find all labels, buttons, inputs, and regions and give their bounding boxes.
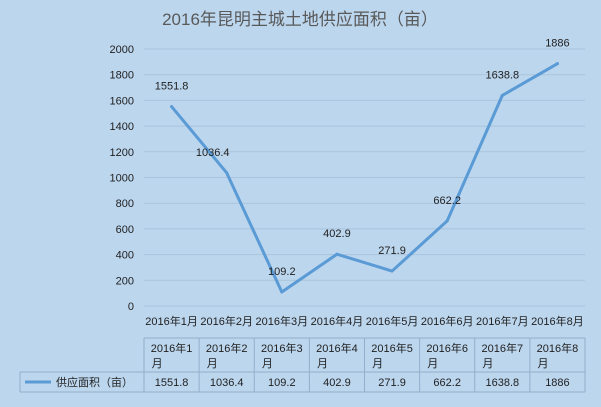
data-label: 662.2 [433,195,461,207]
table-value-cell: 109.2 [268,377,296,389]
data-label: 1638.8 [485,69,519,81]
table-header-cell: 2016年5 [371,341,413,355]
table-value-cell: 271.9 [378,377,406,389]
chart-title: 2016年昆明主城土地供应面积（亩） [162,10,438,29]
table-value-cell: 662.2 [433,377,461,389]
data-label: 402.9 [323,228,351,240]
x-tick-label: 2016年3月 [256,314,309,328]
y-tick-label: 1400 [110,121,134,133]
data-point [170,105,174,109]
y-tick-label: 0 [128,301,134,313]
table-header-cell: 2016年1 [151,341,193,355]
gridlines [144,48,585,307]
x-tick-label: 2016年7月 [476,314,529,328]
y-tick-label: 2000 [110,44,134,56]
data-point [335,252,339,256]
table-header-cell-suffix: 月 [207,358,218,370]
x-tick-label: 2016年5月 [366,314,419,328]
table-header-cell: 2016年6 [426,341,468,355]
data-point [225,171,229,175]
table-header-cell: 2016年2 [206,341,248,355]
y-tick-label: 600 [116,224,134,236]
table-header-cell-suffix: 月 [317,358,328,370]
y-tick-label: 1200 [110,147,134,159]
y-tick-label: 200 [116,275,134,287]
table-header-cell-suffix: 月 [537,358,548,370]
table-value-cell: 1638.8 [485,377,519,389]
data-point [555,62,559,66]
data-label: 1036.4 [196,147,230,159]
series-line [170,62,559,294]
data-label: 109.2 [268,266,296,278]
table-header-cell-suffix: 月 [372,358,383,370]
data-point [390,269,394,273]
x-tick-label: 2016年2月 [200,314,253,328]
table-header-cell-suffix: 月 [427,358,438,370]
table-header-cell: 2016年4 [316,341,358,355]
data-label: 1551.8 [155,81,189,93]
x-axis: 2016年1月 2016年2月 2016年3月 2016年4月 2016年5月 2016年… [145,314,583,328]
y-tick-label: 1000 [110,173,134,185]
data-point [280,290,284,294]
y-tick-label: 800 [116,198,134,210]
x-tick-label: 2016年1月 [145,314,198,328]
y-tick-label: 1800 [110,70,134,82]
table-header-cell: 2016年3 [261,341,303,355]
x-tick-label: 2016年4月 [311,314,364,328]
x-tick-label: 2016年6月 [421,314,474,328]
data-label: 1886 [545,38,569,50]
data-label: 271.9 [378,245,406,257]
y-axis: 0 200 400 600 800 1000 1200 1400 1600 1800 2000 [110,44,134,313]
y-tick-label: 400 [116,250,134,262]
table-header-cell: 2016年7 [482,341,524,355]
table-header-cell: 2016年8 [537,341,579,355]
table-value-cell: 1886 [545,377,569,389]
table-value-cell: 1036.4 [210,377,244,389]
table-header-cell-suffix: 月 [152,358,163,370]
table-header-cell-suffix: 月 [482,358,493,370]
x-tick-label: 2016年8月 [531,314,584,328]
series-layer [170,62,559,294]
data-labels: 1551.8 1036.4 109.2 402.9 271.9 662.2 1638.8 18… [155,38,570,278]
table-header-cell-suffix: 月 [262,358,273,370]
table-value-cell: 1551.8 [155,377,189,389]
data-point [445,219,449,223]
data-table: 2016年1 月 2016年2 月 2016年3 月 2016年4 月 2016年5 月 2016年… [19,337,586,393]
y-tick-label: 1600 [110,95,134,107]
data-point [500,93,504,97]
table-value-cell: 402.9 [323,377,351,389]
legend-label: 供应面积（亩） [56,375,133,389]
